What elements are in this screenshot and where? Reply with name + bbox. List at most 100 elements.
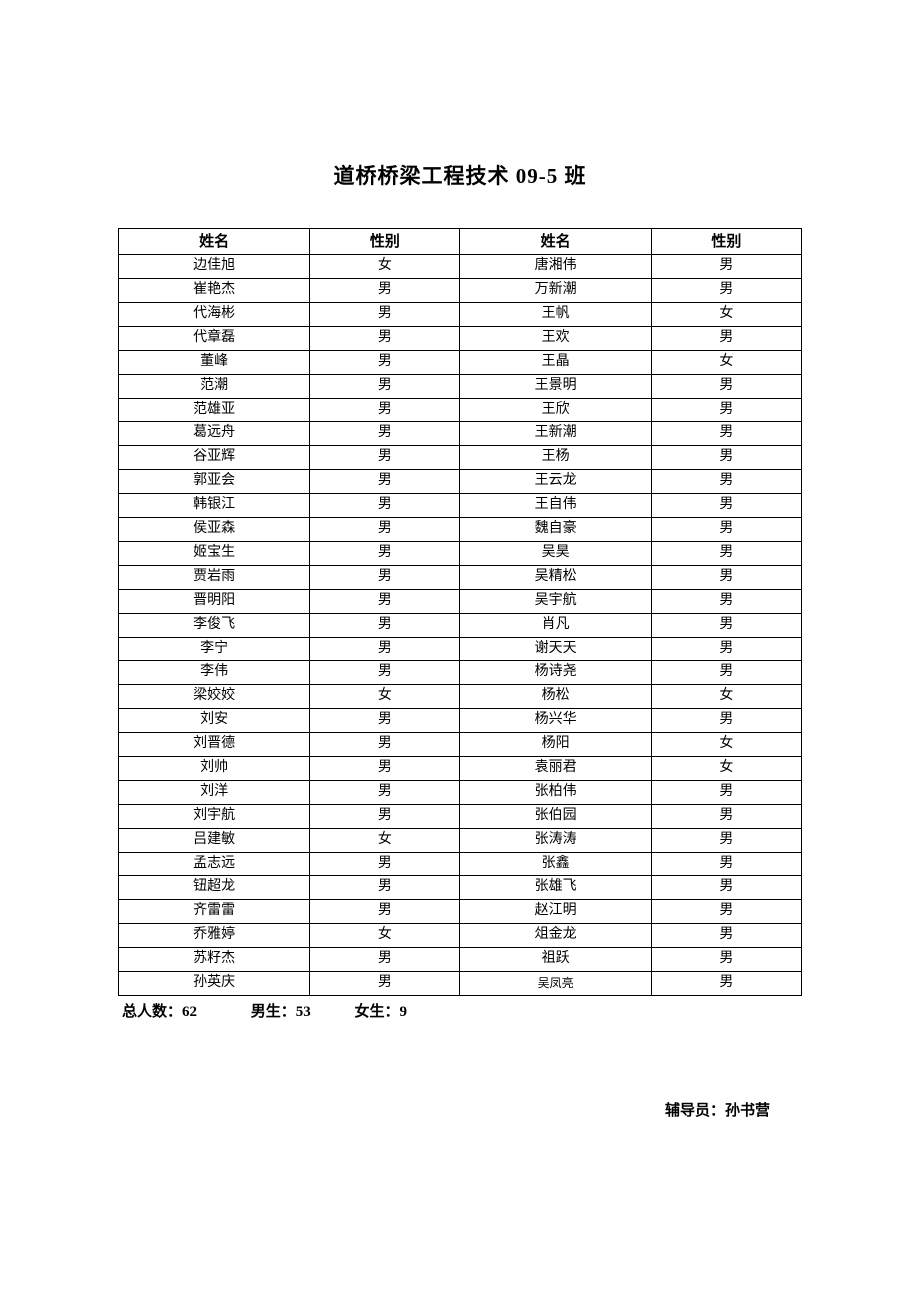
table-row: 孟志远男张鑫男 [119, 852, 802, 876]
cell-name-left: 钮超龙 [119, 876, 310, 900]
cell-name-right: 王欢 [460, 326, 651, 350]
cell-name-left: 董峰 [119, 350, 310, 374]
cell-gender-right: 男 [651, 900, 801, 924]
cell-gender-right: 男 [651, 518, 801, 542]
cell-name-right: 吴凤亮 [460, 971, 651, 995]
cell-name-right: 王新潮 [460, 422, 651, 446]
table-row: 梁姣姣女杨松女 [119, 685, 802, 709]
cell-name-left: 梁姣姣 [119, 685, 310, 709]
cell-gender-right: 男 [651, 446, 801, 470]
cell-name-right: 王欣 [460, 398, 651, 422]
cell-name-left: 晋明阳 [119, 589, 310, 613]
table-row: 贾岩雨男吴精松男 [119, 565, 802, 589]
cell-gender-left: 男 [310, 948, 460, 972]
cell-name-left: 郭亚会 [119, 470, 310, 494]
cell-name-left: 李伟 [119, 661, 310, 685]
table-row: 李宁男谢天天男 [119, 637, 802, 661]
cell-gender-right: 男 [651, 852, 801, 876]
cell-name-right: 张柏伟 [460, 780, 651, 804]
cell-name-right: 王自伟 [460, 494, 651, 518]
cell-gender-left: 男 [310, 326, 460, 350]
cell-name-left: 刘帅 [119, 756, 310, 780]
cell-name-right: 唐湘伟 [460, 255, 651, 279]
cell-name-left: 刘安 [119, 709, 310, 733]
cell-gender-right: 男 [651, 470, 801, 494]
cell-gender-right: 男 [651, 326, 801, 350]
cell-name-right: 张鑫 [460, 852, 651, 876]
advisor-label: 辅导员： [665, 1103, 725, 1119]
cell-gender-right: 女 [651, 685, 801, 709]
cell-gender-right: 男 [651, 279, 801, 303]
cell-gender-left: 男 [310, 661, 460, 685]
cell-gender-right: 男 [651, 804, 801, 828]
table-row: 侯亚森男魏自豪男 [119, 518, 802, 542]
table-row: 晋明阳男吴宇航男 [119, 589, 802, 613]
cell-name-right: 魏自豪 [460, 518, 651, 542]
cell-name-left: 孙英庆 [119, 971, 310, 995]
cell-gender-right: 男 [651, 780, 801, 804]
cell-gender-left: 男 [310, 541, 460, 565]
cell-name-right: 俎金龙 [460, 924, 651, 948]
cell-name-right: 张伯园 [460, 804, 651, 828]
table-row: 刘宇航男张伯园男 [119, 804, 802, 828]
cell-name-right: 张涛涛 [460, 828, 651, 852]
cell-name-left: 李俊飞 [119, 613, 310, 637]
cell-name-right: 赵江明 [460, 900, 651, 924]
cell-gender-left: 男 [310, 589, 460, 613]
cell-gender-left: 男 [310, 470, 460, 494]
cell-gender-right: 男 [651, 948, 801, 972]
table-header-row: 姓名 性别 姓名 性别 [119, 229, 802, 255]
page-title: 道桥桥梁工程技术 09-5 班 [118, 160, 802, 190]
roster-table: 姓名 性别 姓名 性别 边佳旭女唐湘伟男崔艳杰男万新潮男代海彬男王帆女代章磊男王… [118, 228, 802, 996]
table-row: 姬宝生男吴昊男 [119, 541, 802, 565]
cell-name-right: 杨阳 [460, 733, 651, 757]
cell-name-left: 李宁 [119, 637, 310, 661]
cell-gender-left: 男 [310, 374, 460, 398]
table-row: 刘晋德男杨阳女 [119, 733, 802, 757]
table-row: 范雄亚男王欣男 [119, 398, 802, 422]
cell-gender-right: 男 [651, 255, 801, 279]
table-row: 谷亚辉男王杨男 [119, 446, 802, 470]
cell-name-right: 杨松 [460, 685, 651, 709]
advisor-name: 孙书营 [725, 1103, 770, 1119]
cell-gender-right: 女 [651, 733, 801, 757]
cell-name-left: 范雄亚 [119, 398, 310, 422]
table-row: 郭亚会男王云龙男 [119, 470, 802, 494]
cell-gender-right: 女 [651, 756, 801, 780]
male-label: 男生： [251, 1000, 296, 1021]
cell-gender-right: 男 [651, 398, 801, 422]
cell-name-right: 王杨 [460, 446, 651, 470]
table-body: 边佳旭女唐湘伟男崔艳杰男万新潮男代海彬男王帆女代章磊男王欢男董峰男王晶女范潮男王… [119, 255, 802, 996]
header-gender-1: 性别 [310, 229, 460, 255]
cell-gender-left: 男 [310, 876, 460, 900]
cell-name-left: 韩银江 [119, 494, 310, 518]
cell-gender-left: 男 [310, 518, 460, 542]
table-row: 刘帅男袁丽君女 [119, 756, 802, 780]
male-value: 53 [296, 1004, 311, 1021]
cell-gender-left: 男 [310, 709, 460, 733]
cell-name-left: 刘晋德 [119, 733, 310, 757]
cell-gender-right: 男 [651, 709, 801, 733]
cell-name-right: 吴宇航 [460, 589, 651, 613]
cell-gender-right: 男 [651, 565, 801, 589]
cell-gender-right: 男 [651, 613, 801, 637]
cell-gender-left: 男 [310, 422, 460, 446]
cell-name-left: 孟志远 [119, 852, 310, 876]
cell-name-right: 肖凡 [460, 613, 651, 637]
cell-name-right: 杨兴华 [460, 709, 651, 733]
table-row: 孙英庆男吴凤亮男 [119, 971, 802, 995]
table-row: 董峰男王晶女 [119, 350, 802, 374]
table-row: 苏籽杰男祖跃男 [119, 948, 802, 972]
cell-name-left: 崔艳杰 [119, 279, 310, 303]
table-row: 葛远舟男王新潮男 [119, 422, 802, 446]
cell-gender-right: 女 [651, 350, 801, 374]
cell-name-right: 王景明 [460, 374, 651, 398]
cell-name-left: 乔雅婷 [119, 924, 310, 948]
cell-name-right: 王云龙 [460, 470, 651, 494]
cell-gender-left: 男 [310, 852, 460, 876]
cell-name-left: 谷亚辉 [119, 446, 310, 470]
cell-gender-left: 男 [310, 780, 460, 804]
cell-name-left: 代海彬 [119, 303, 310, 327]
cell-name-right: 王帆 [460, 303, 651, 327]
cell-gender-left: 女 [310, 255, 460, 279]
